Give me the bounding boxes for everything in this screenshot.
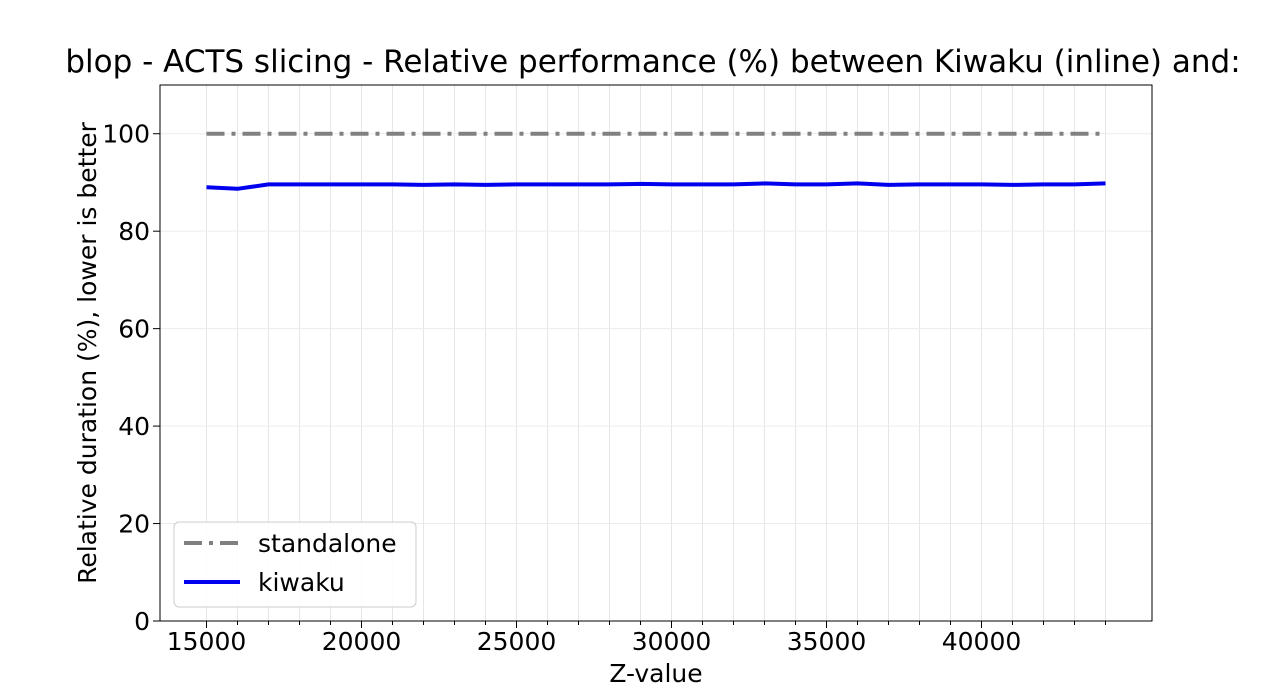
x-tick-label: 15000 [167, 627, 247, 656]
legend-label-standalone: standalone [258, 529, 397, 558]
x-tick-label: 40000 [942, 627, 1022, 656]
y-axis-label: Relative duration (%), lower is better [73, 121, 102, 584]
y-tick-label: 60 [118, 315, 150, 344]
y-tick-label: 20 [118, 510, 150, 539]
series-line-kiwaku [206, 181, 1106, 191]
x-tick-label: 30000 [632, 627, 712, 656]
y-tick-label: 80 [118, 217, 150, 246]
legend-label-kiwaku: kiwaku [258, 568, 345, 597]
y-tick-label: 0 [134, 607, 150, 636]
x-tick-label: 20000 [322, 627, 402, 656]
y-tick-label: 100 [102, 120, 150, 149]
y-tick-label: 40 [118, 412, 150, 441]
x-axis-label: Z-value [609, 659, 702, 688]
x-tick-label: 35000 [787, 627, 867, 656]
x-tick-label: 25000 [477, 627, 557, 656]
plot-frame [159, 84, 1153, 622]
legend: standalone kiwaku [173, 521, 417, 608]
chart-title: blop - ACTS slicing - Relative performan… [65, 44, 1241, 80]
